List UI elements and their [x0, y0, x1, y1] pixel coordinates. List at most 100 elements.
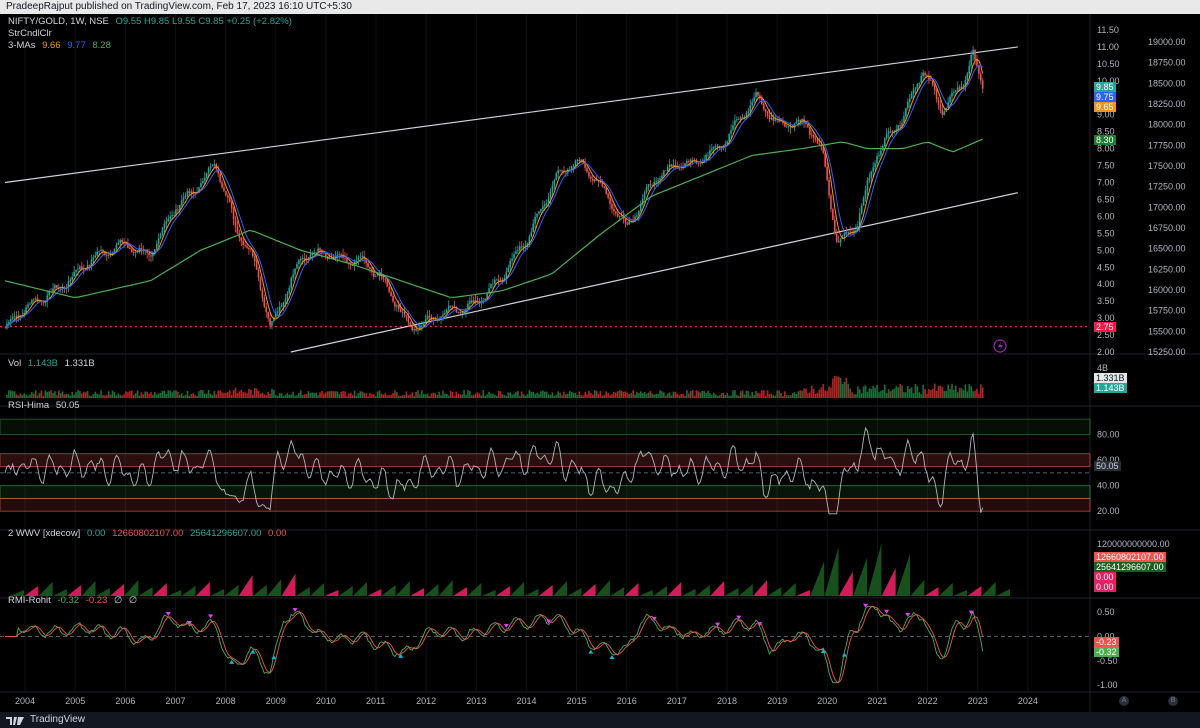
candle-body — [31, 299, 33, 304]
candle-body — [651, 185, 654, 186]
volume-bar — [528, 390, 531, 398]
volume-bar — [409, 394, 412, 398]
scale-mode-button[interactable]: B — [1168, 696, 1178, 706]
volume-bar — [801, 390, 803, 398]
wwv-value-1: 0.00 — [86, 528, 106, 539]
volume-bar — [597, 393, 600, 398]
volume-bar — [319, 392, 321, 398]
candle-body — [962, 85, 965, 87]
volume-bar — [843, 381, 846, 398]
rsi-label[interactable]: RSI-Hima — [8, 400, 50, 411]
wwv-wedge — [695, 585, 710, 596]
candle-body — [542, 206, 544, 210]
volume-bar — [365, 393, 367, 398]
volume-bar — [415, 391, 417, 398]
candle-body — [609, 197, 611, 204]
candle-body — [426, 315, 429, 320]
candle-body — [703, 159, 705, 163]
volume-bar — [864, 385, 867, 398]
auto-scale-button[interactable]: A — [1119, 696, 1129, 706]
volume-bar — [908, 388, 911, 398]
time-tick-label: 2016 — [617, 696, 637, 706]
ohlc-values: O9.55 H9.85 L9.55 C9.85 +0.25 (+2.82%) — [115, 16, 292, 27]
candle-body — [33, 299, 35, 301]
volume-bar — [555, 394, 558, 398]
ratio-tick-label: 4.00 — [1097, 279, 1115, 289]
candle-body — [261, 290, 264, 298]
indicator-strcndlclr[interactable]: StrCndlClr — [8, 28, 52, 39]
time-tick-label: 2006 — [115, 696, 135, 706]
volume-bar — [259, 393, 262, 398]
rsi-lower-zone — [0, 485, 1091, 499]
vol-label[interactable]: Vol — [8, 358, 22, 369]
candle-body — [182, 197, 185, 201]
volume-bar — [970, 386, 972, 398]
volume-bar — [616, 391, 619, 398]
candle-body — [956, 87, 959, 91]
volume-bar — [157, 393, 160, 398]
candle-body — [290, 277, 293, 288]
volume-bar — [27, 395, 29, 398]
candle-body — [52, 288, 54, 293]
candle-body — [507, 267, 510, 272]
rmi-line-a — [5, 605, 984, 684]
candle-body — [346, 258, 348, 263]
rmi-value-2: -0.23 — [85, 595, 108, 606]
volume-bar — [255, 388, 258, 398]
wwv-wedge — [981, 582, 996, 596]
candle-body — [837, 241, 840, 243]
volume-bar — [121, 395, 123, 398]
ma-fast-line — [4, 58, 984, 330]
volume-bar — [323, 393, 325, 398]
candle-body — [228, 197, 231, 202]
candle-body — [134, 252, 137, 253]
volume-bar — [924, 389, 926, 398]
volume-bar — [307, 391, 310, 398]
candle-body — [972, 49, 974, 56]
volume-bar — [369, 392, 371, 398]
ma-indicator-label[interactable]: 3-MAs — [8, 40, 36, 51]
volume-bar — [599, 391, 602, 398]
ma-slow-line — [4, 138, 983, 298]
volume-bar — [930, 390, 932, 398]
volume-bar — [315, 392, 317, 398]
volume-bar — [522, 394, 525, 398]
candle-body — [618, 215, 621, 217]
candle-body — [100, 249, 102, 252]
candle-body — [355, 259, 358, 261]
volume-bar — [820, 387, 823, 398]
volume-bar — [799, 390, 802, 398]
candle-body — [931, 80, 934, 86]
candle-body — [714, 146, 717, 148]
candle-body — [230, 201, 233, 209]
volume-bar — [505, 395, 508, 398]
candle-body — [163, 223, 166, 228]
volume-bar — [59, 392, 62, 398]
candle-body — [858, 213, 861, 227]
time-tick-label: 2021 — [867, 696, 887, 706]
volume-bar — [574, 392, 577, 398]
rmi-tick-label: -1.00 — [1097, 680, 1118, 690]
volume-bar — [219, 390, 221, 398]
wwv-label[interactable]: 2 WWV [xdecow] — [8, 528, 81, 539]
candle-body — [699, 163, 702, 164]
volume-bar — [401, 395, 404, 398]
volume-bar — [782, 395, 784, 398]
time-tick-label: 2009 — [266, 696, 286, 706]
chart-canvas[interactable]: 11.5011.0010.5010.009.509.008.508.007.50… — [0, 14, 1200, 712]
volume-bar — [860, 393, 863, 398]
volume-bar — [557, 391, 560, 398]
candle-body — [203, 177, 206, 182]
channel-lower-line — [290, 192, 1018, 353]
candle-body — [115, 244, 118, 249]
rmi-label[interactable]: RMI-Rohit — [8, 595, 51, 606]
candle-body — [545, 203, 548, 205]
candle-body — [749, 105, 752, 112]
candle-body — [737, 119, 740, 120]
volume-bar — [567, 393, 569, 398]
wwv-wedge — [967, 586, 982, 596]
symbol-label[interactable]: NIFTY/GOLD, 1W, NSE — [8, 16, 109, 27]
candle-body — [578, 159, 581, 162]
volume-bar — [507, 392, 510, 398]
candle-body — [150, 255, 152, 257]
